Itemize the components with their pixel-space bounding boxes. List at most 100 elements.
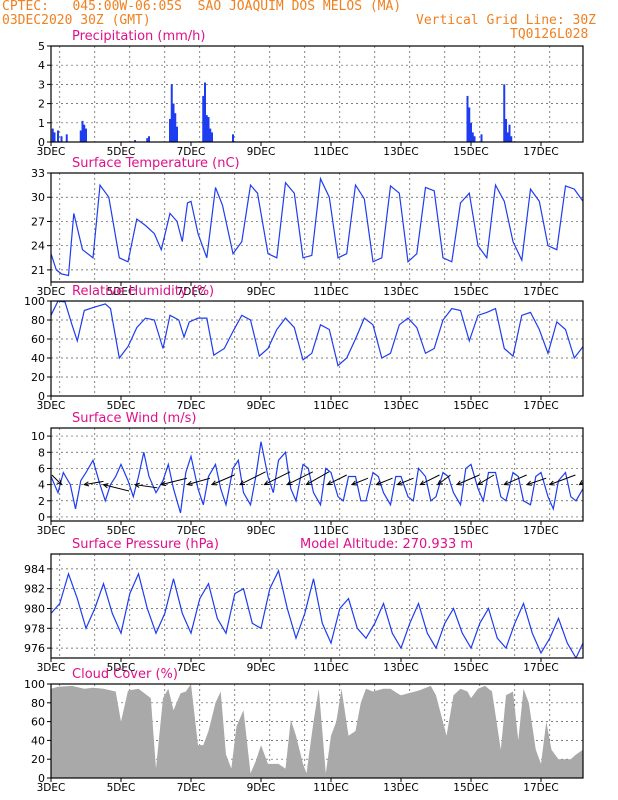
panel-title: Precipitation (mm/h) <box>72 29 205 44</box>
x-tick-label: 17DEC <box>523 146 558 158</box>
y-tick-label: 40 <box>31 734 45 747</box>
wind-arrowhead <box>419 480 426 486</box>
panel-content <box>51 82 513 142</box>
precip-bar <box>508 124 511 142</box>
x-tick-label: 15DEC <box>453 662 488 674</box>
wind-arrowhead <box>477 480 484 486</box>
y-tick-label: 976 <box>24 642 45 655</box>
precip-bar <box>174 113 177 142</box>
wind-arrowhead <box>350 480 358 486</box>
wind-vector <box>420 474 440 486</box>
precip-bar <box>202 95 205 142</box>
x-tick-label: 5DEC <box>107 400 136 412</box>
x-tick-label: 13DEC <box>383 400 418 412</box>
precip-bar <box>83 124 86 142</box>
precip-bar <box>466 95 469 142</box>
x-tick-label: 11DEC <box>313 525 348 537</box>
y-tick-label: 0 <box>38 511 45 524</box>
wind-vector <box>187 477 211 486</box>
y-tick-label: 20 <box>31 371 45 384</box>
x-tick-label: 11DEC <box>313 662 348 674</box>
y-tick-label: 40 <box>31 352 45 365</box>
y-tick-label: 0 <box>38 136 45 149</box>
y-tick-label: 5 <box>38 40 45 53</box>
panel-5: 0 20 40 60 80 100 3DEC 5DEC 7DEC 9DEC 11DEC 13DEC 15… <box>24 667 584 794</box>
x-tick-label: 7DEC <box>177 662 206 674</box>
x-tick-label: 3DEC <box>37 146 66 158</box>
precip-bar <box>470 122 472 142</box>
panel-title: Relative Humidity (%) <box>72 284 214 299</box>
y-tick-label: 4 <box>38 59 45 72</box>
y-tick-label: 1 <box>38 117 45 130</box>
series-line <box>51 441 583 514</box>
y-tick-label: 60 <box>31 333 45 346</box>
panel-1: 21 24 27 30 33 3DEC 5DEC 7DEC 9DEC 11DEC 13DEC 15DE… <box>31 156 584 298</box>
wind-vector <box>504 474 527 486</box>
precip-bar <box>204 82 206 142</box>
wind-arrowhead <box>436 479 443 486</box>
series-line <box>51 569 583 658</box>
precip-bar <box>172 103 175 142</box>
panel-content <box>51 569 583 658</box>
wind-vector <box>211 474 235 486</box>
wind-arrowhead <box>133 482 140 488</box>
precip-bar <box>53 132 56 142</box>
panel-content <box>51 441 583 514</box>
panel-annotation: Model Altitude: 270.933 m <box>300 537 473 552</box>
x-tick-label: 13DEC <box>383 286 418 298</box>
panel-title: Cloud Cover (%) <box>72 667 178 682</box>
x-tick-label: 7DEC <box>177 525 206 537</box>
x-tick-label: 7DEC <box>177 782 206 794</box>
x-tick-label: 3DEC <box>37 286 66 298</box>
precip-bar <box>503 84 506 142</box>
x-tick-label: 13DEC <box>383 525 418 537</box>
wind-arrowhead <box>326 480 333 486</box>
panel-frame <box>50 45 584 143</box>
precip-bar <box>176 126 178 142</box>
y-tick-label: 10 <box>31 430 45 443</box>
x-tick-label: 13DEC <box>383 146 418 158</box>
wind-vector <box>549 474 576 486</box>
y-tick-label: 980 <box>24 602 45 615</box>
precip-bar <box>85 128 87 142</box>
wind-arrowhead <box>305 480 312 486</box>
precip-bar <box>205 115 208 142</box>
precip-bar <box>134 140 136 142</box>
precip-bar <box>146 138 149 142</box>
y-tick-label: 20 <box>31 753 45 766</box>
y-tick-label: 21 <box>31 264 45 277</box>
y-tick-label: 33 <box>31 167 45 180</box>
x-tick-label: 15DEC <box>453 400 488 412</box>
y-tick-label: 0 <box>38 772 45 785</box>
header-station-line: CPTEC: 045:00W-06:05S SAO JOAQUIM DOS ME… <box>2 0 402 14</box>
wind-arrowhead <box>548 480 555 486</box>
x-tick-label: 3DEC <box>37 400 66 412</box>
precip-bar <box>471 132 474 142</box>
precip-bar <box>65 134 68 142</box>
y-tick-label: 100 <box>24 678 45 691</box>
wind-arrowhead <box>286 480 293 486</box>
precip-bar <box>480 134 483 142</box>
panel-frame <box>50 553 584 659</box>
y-tick-label: 27 <box>31 215 45 228</box>
cloud-cover-area <box>51 684 583 778</box>
wind-vector <box>526 477 547 486</box>
y-tick-label: 6 <box>38 462 45 475</box>
panel-title: Surface Temperature (nC) <box>72 156 240 171</box>
x-tick-label: 5DEC <box>107 525 136 537</box>
header-date-line: 03DEC2020 30Z (GMT) <box>2 13 151 28</box>
wind-vector <box>376 477 393 486</box>
precip-bar <box>81 120 84 142</box>
precip-bar <box>207 117 210 142</box>
series-line <box>51 301 583 367</box>
wind-vector <box>579 481 583 486</box>
precip-bar <box>468 107 471 142</box>
precip-bar <box>79 130 82 142</box>
wind-arrowhead <box>238 480 246 486</box>
wind-vector <box>397 477 414 486</box>
y-tick-label: 2 <box>38 495 45 508</box>
x-tick-label: 17DEC <box>523 525 558 537</box>
precip-bar <box>505 118 507 142</box>
